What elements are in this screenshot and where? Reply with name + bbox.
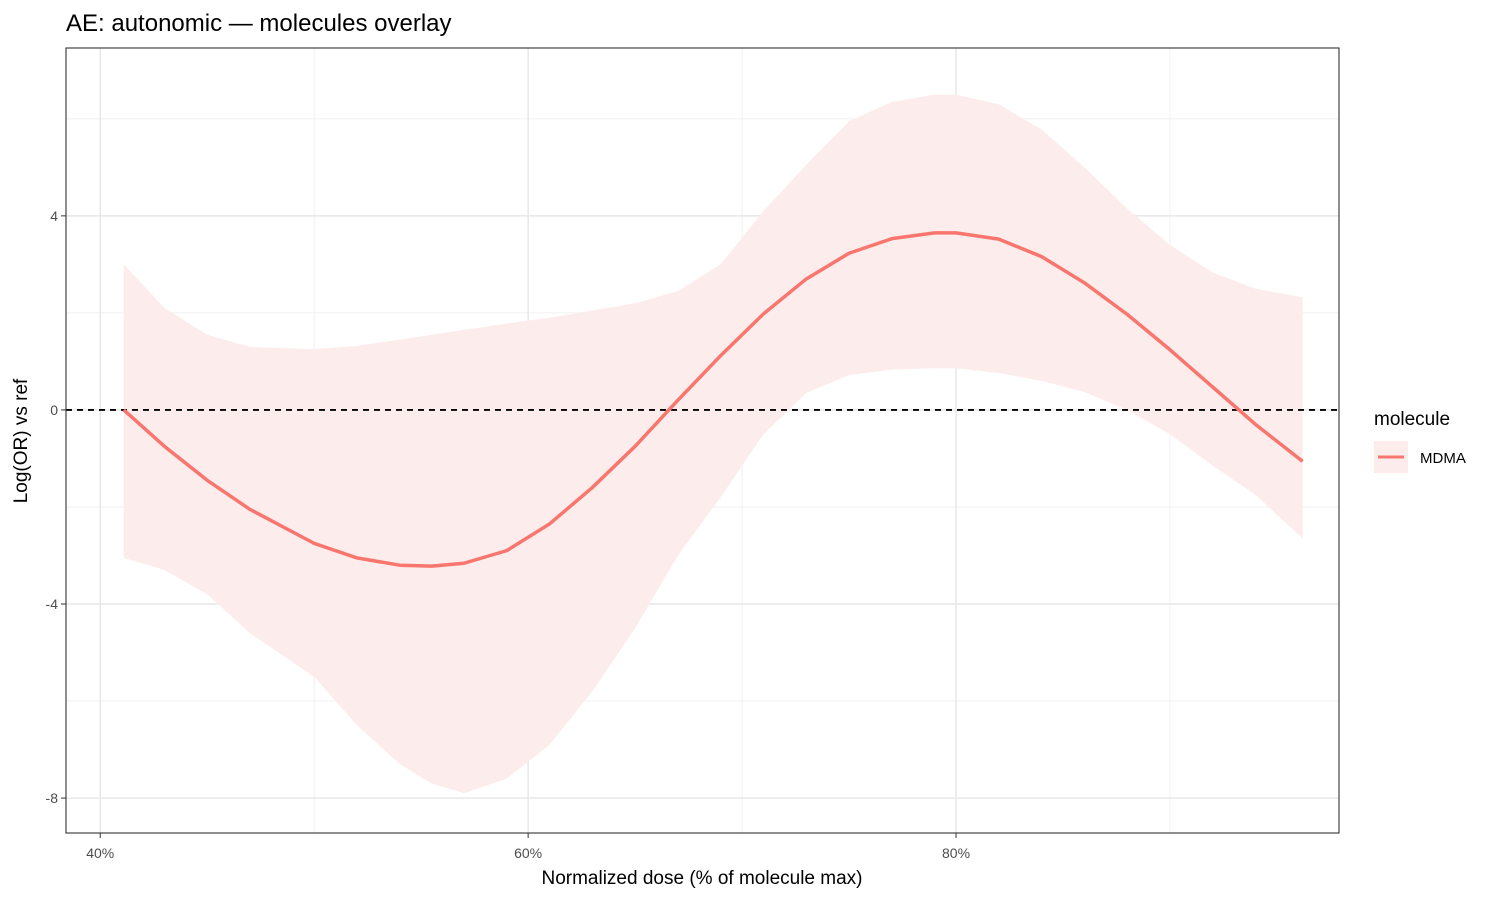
y-tick-label: 0 [50, 402, 58, 418]
confidence-ribbon-mdma [123, 94, 1303, 794]
y-tick-label: -4 [46, 596, 59, 612]
x-tick-label: 60% [514, 845, 542, 861]
legend: molecule MDMA [1374, 409, 1466, 473]
x-tick-label: 80% [942, 845, 970, 861]
legend-label-mdma: MDMA [1420, 450, 1466, 467]
x-axis-title: Normalized dose (% of molecule max) [541, 868, 862, 889]
y-tick-label: 4 [50, 208, 58, 224]
y-axis-title: Log(OR) vs ref [11, 378, 32, 503]
series-line-mdma [122, 231, 1304, 568]
plot-border [65, 47, 1340, 834]
x-tick-label: 40% [86, 845, 114, 861]
y-tick-label: -8 [46, 790, 59, 806]
plot-panel: 40% 60% 80% -8 -4 0 4 [46, 47, 1340, 861]
chart-title: AE: autonomic — molecules overlay [66, 10, 452, 37]
legend-title: molecule [1374, 409, 1450, 430]
